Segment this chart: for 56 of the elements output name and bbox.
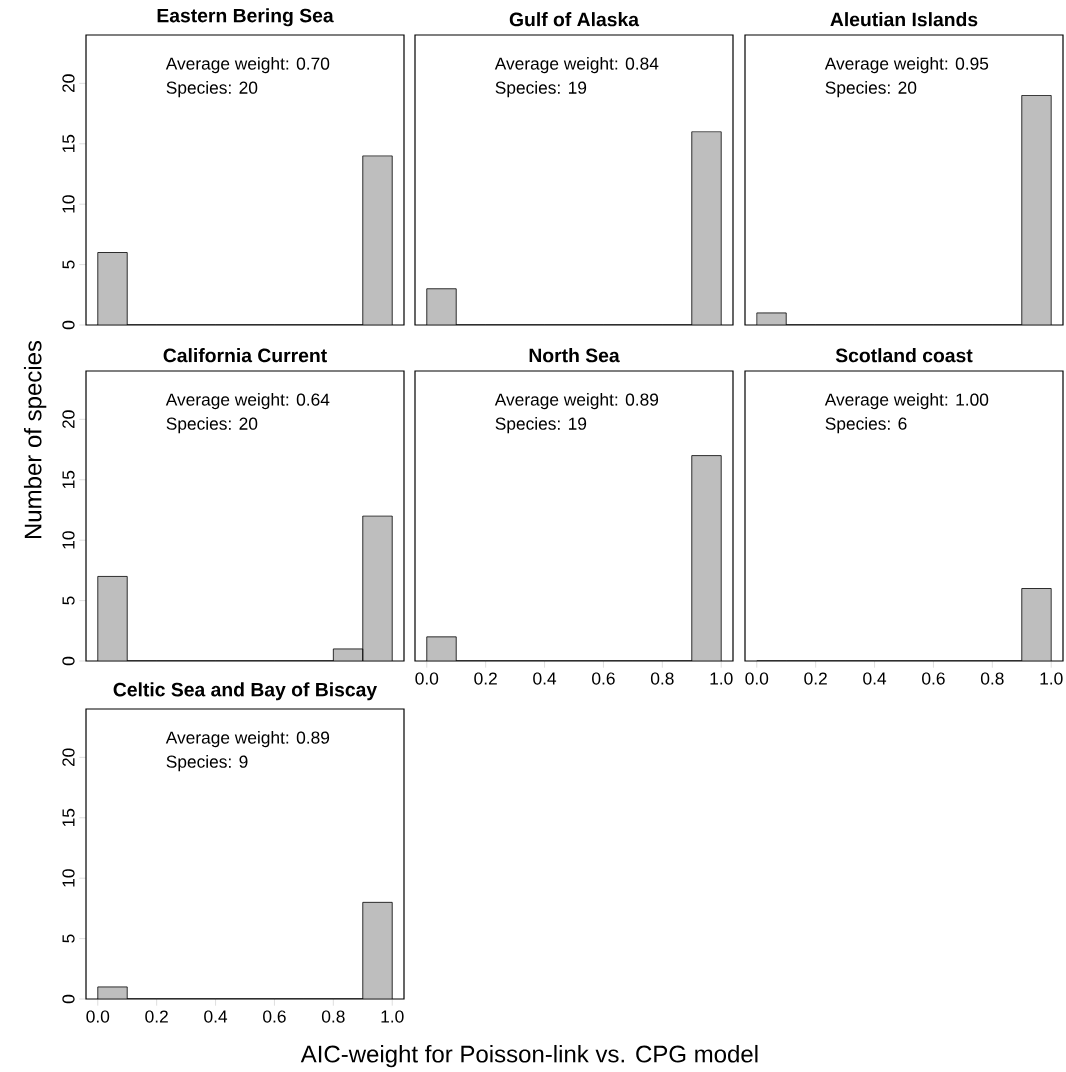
y-tick-label: 5 — [62, 934, 75, 943]
y-tick-label: 15 — [62, 470, 75, 489]
annotation: Average weight: 0.89 — [165, 731, 330, 748]
x-tick-label: 1.0 — [381, 1010, 404, 1023]
y-tick-label: 15 — [62, 134, 75, 153]
chart-title: Scotland coast — [835, 348, 973, 363]
x-axis-title: AIC-weight for Poisson-link vs. CPG model — [300, 1044, 758, 1068]
x-tick-label: 0.4 — [533, 672, 557, 685]
chart-title: North Sea — [529, 348, 620, 363]
x-tick-label: 0.6 — [922, 672, 945, 685]
x-tick-label: 0.8 — [321, 1010, 345, 1023]
x-tick-label: 1.0 — [1040, 672, 1063, 685]
annotation: Species: 6 — [825, 417, 907, 434]
x-tick-label: 0.2 — [145, 1010, 168, 1023]
y-tick-label: 5 — [62, 260, 75, 269]
x-tick-label: 0.0 — [86, 1010, 110, 1023]
x-tick-label: 0.0 — [415, 672, 439, 685]
annotation: Average weight: 0.70 — [165, 57, 330, 74]
y-tick-label: 5 — [62, 596, 75, 605]
annotation: Average weight: 0.64 — [165, 393, 330, 410]
y-tick-label: 20 — [62, 748, 75, 767]
x-tick-label: 0.0 — [745, 672, 769, 685]
y-tick-label: 0 — [62, 656, 75, 666]
annotation: Average weight: 0.89 — [494, 393, 659, 410]
x-tick-label: 0.6 — [263, 1010, 286, 1023]
chart-title: Aleutian Islands — [830, 12, 978, 27]
annotation: Species: 19 — [495, 417, 587, 434]
y-axis-title: Number of species — [23, 340, 47, 539]
y-tick-label: 10 — [62, 869, 75, 887]
x-tick-label: 0.4 — [204, 1010, 228, 1023]
x-tick-label: 0.2 — [804, 672, 827, 685]
annotation: Average weight: 0.95 — [824, 57, 989, 74]
y-tick-label: 0 — [62, 994, 75, 1004]
chart-title: Eastern Bering Sea — [157, 8, 334, 27]
chart-title: Celtic Sea and Bay of Biscay — [113, 682, 378, 701]
y-tick-label: 10 — [62, 195, 75, 213]
y-tick-label: 10 — [62, 531, 75, 549]
y-tick-label: 15 — [62, 808, 75, 827]
annotation: Species: 20 — [166, 81, 258, 98]
x-tick-label: 0.8 — [980, 672, 1004, 685]
chart-title: California Current — [163, 348, 327, 363]
y-tick-label: 0 — [62, 320, 75, 330]
x-tick-label: 0.6 — [592, 672, 615, 685]
x-tick-label: 0.8 — [650, 672, 674, 685]
annotation: Species: 19 — [495, 81, 587, 98]
x-tick-label: 1.0 — [710, 672, 733, 685]
y-tick-label: 20 — [62, 410, 75, 429]
annotation: Species: 20 — [825, 81, 917, 98]
x-tick-label: 0.2 — [474, 672, 497, 685]
annotation: Average weight: 0.84 — [494, 57, 659, 74]
annotation: Species: 20 — [166, 417, 258, 434]
chart-title: Gulf of Alaska — [509, 12, 640, 27]
annotation: Species: 9 — [166, 755, 248, 772]
x-tick-label: 0.4 — [863, 672, 887, 685]
annotation: Average weight: 1.00 — [824, 393, 989, 410]
y-tick-label: 20 — [62, 74, 75, 93]
